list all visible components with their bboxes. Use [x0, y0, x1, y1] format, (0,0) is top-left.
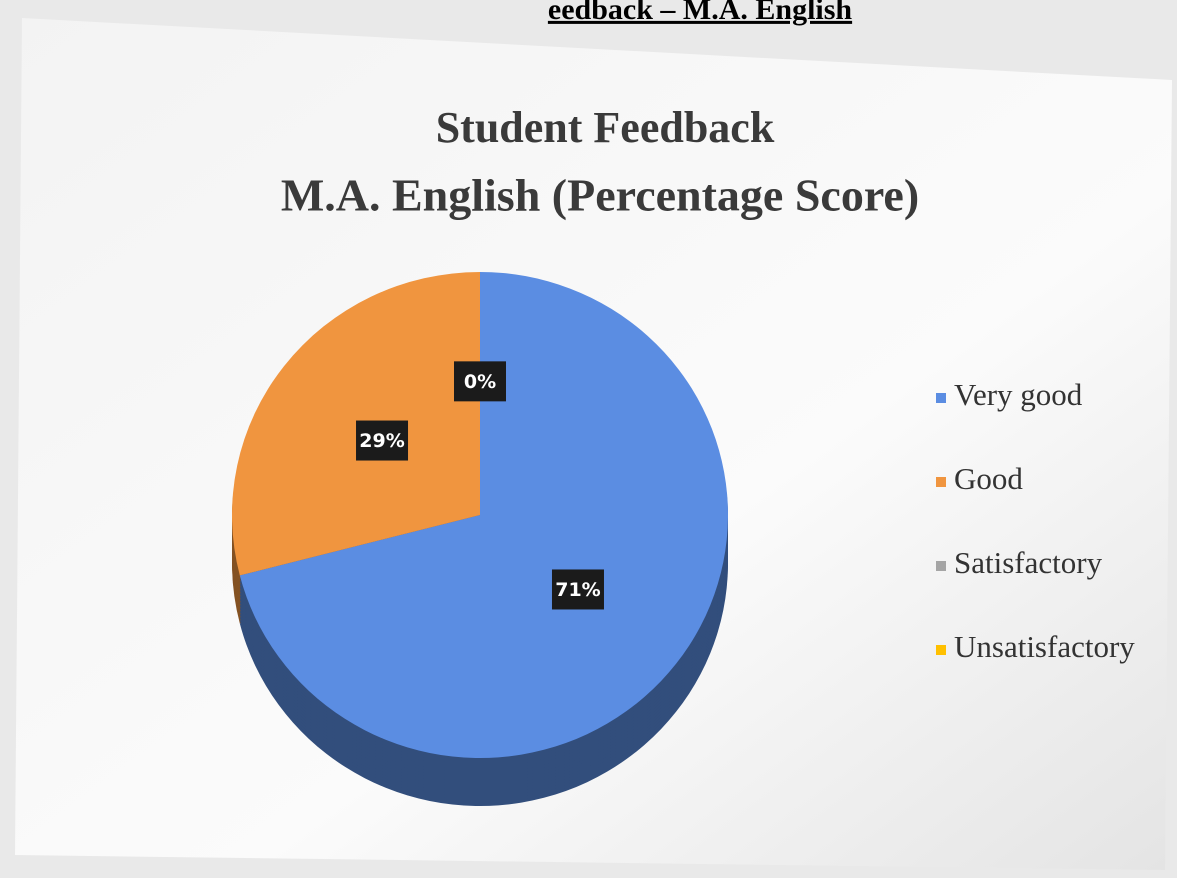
- pie-slice: [239, 272, 728, 758]
- data-label: 29%: [359, 430, 404, 452]
- data-label-box: [454, 361, 506, 402]
- legend-label: Satisfactory: [954, 545, 1103, 580]
- data-label-box: [356, 420, 409, 461]
- data-label-box: [551, 569, 604, 610]
- pie: 71% 29% 0%: [231, 272, 728, 806]
- page-heading: eedback – M.A. English: [548, 0, 853, 26]
- legend-swatch: [936, 561, 946, 571]
- legend-label: Good: [954, 461, 1023, 496]
- pie-slice: [232, 272, 480, 576]
- legend: Very good Good Satisfactory Unsatisfactory: [936, 377, 1135, 664]
- legend-swatch: [936, 645, 946, 655]
- data-label: 71%: [555, 579, 600, 601]
- chart-title: Student Feedback: [436, 103, 775, 152]
- legend-swatch: [936, 393, 946, 403]
- chart-subtitle: M.A. English (Percentage Score): [281, 170, 919, 221]
- legend-label: Very good: [954, 377, 1083, 412]
- legend-label: Unsatisfactory: [954, 629, 1135, 664]
- data-label: 0%: [464, 371, 496, 393]
- legend-swatch: [936, 477, 946, 487]
